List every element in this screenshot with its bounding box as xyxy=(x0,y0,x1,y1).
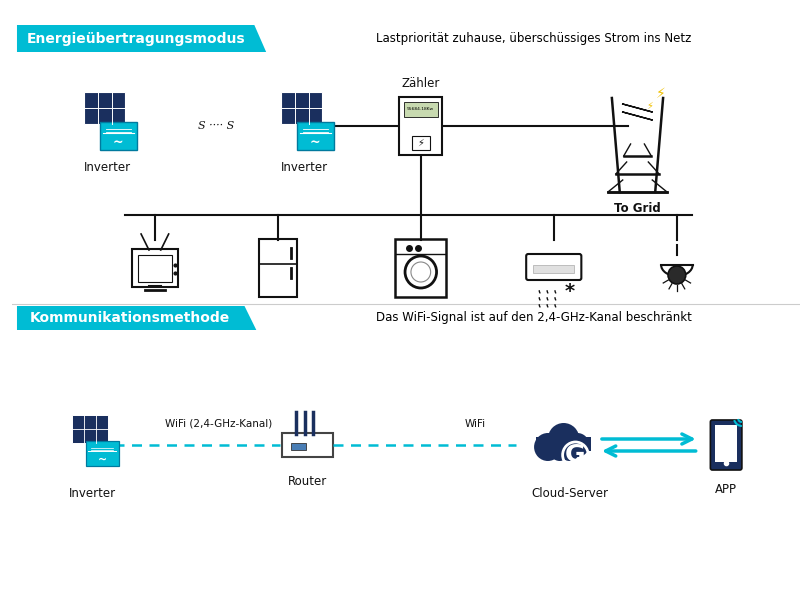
FancyBboxPatch shape xyxy=(132,249,178,287)
Text: ~: ~ xyxy=(98,454,106,464)
Polygon shape xyxy=(17,306,256,330)
Text: ~: ~ xyxy=(113,136,124,149)
Circle shape xyxy=(548,423,579,455)
Polygon shape xyxy=(17,25,266,52)
FancyBboxPatch shape xyxy=(282,433,333,457)
FancyBboxPatch shape xyxy=(395,239,446,297)
Text: Das WiFi-Signal ist auf den 2,4-GHz-Kanal beschränkt: Das WiFi-Signal ist auf den 2,4-GHz-Kana… xyxy=(376,311,692,325)
Text: Energieübertragungsmodus: Energieübertragungsmodus xyxy=(26,31,245,46)
FancyBboxPatch shape xyxy=(100,122,137,150)
FancyBboxPatch shape xyxy=(526,254,582,280)
Text: *: * xyxy=(565,283,574,301)
FancyBboxPatch shape xyxy=(297,122,334,150)
FancyBboxPatch shape xyxy=(84,92,126,124)
Text: ⚡: ⚡ xyxy=(656,87,666,101)
Circle shape xyxy=(668,266,686,284)
Text: ~: ~ xyxy=(310,136,321,149)
Text: G: G xyxy=(565,443,586,467)
Text: Zähler: Zähler xyxy=(402,77,440,90)
Text: Inverter: Inverter xyxy=(84,161,131,174)
Text: Inverter: Inverter xyxy=(281,161,328,174)
Text: Router: Router xyxy=(288,475,327,488)
Circle shape xyxy=(534,433,562,461)
FancyBboxPatch shape xyxy=(72,415,108,443)
FancyBboxPatch shape xyxy=(710,420,742,470)
Circle shape xyxy=(560,441,579,461)
Text: APP: APP xyxy=(715,483,737,496)
Text: 95684.18Kw: 95684.18Kw xyxy=(407,107,434,111)
Text: WiFi: WiFi xyxy=(465,419,486,429)
FancyBboxPatch shape xyxy=(281,92,322,124)
FancyBboxPatch shape xyxy=(536,437,591,451)
Circle shape xyxy=(550,441,570,461)
Text: Cloud-Server: Cloud-Server xyxy=(531,487,608,500)
FancyBboxPatch shape xyxy=(412,136,430,150)
FancyBboxPatch shape xyxy=(138,254,172,281)
FancyBboxPatch shape xyxy=(403,101,438,116)
Text: WiFi (2,4-GHz-Kanal): WiFi (2,4-GHz-Kanal) xyxy=(166,419,273,429)
Text: ⚡: ⚡ xyxy=(646,101,653,111)
Text: Lastpriorität zuhause, überschüssiges Strom ins Netz: Lastpriorität zuhause, überschüssiges St… xyxy=(376,32,692,45)
Text: Kommunikationsmethode: Kommunikationsmethode xyxy=(30,311,230,325)
Text: ⚡: ⚡ xyxy=(418,138,424,148)
FancyBboxPatch shape xyxy=(291,443,306,449)
Text: S ···· S: S ···· S xyxy=(198,121,234,131)
Text: Inverter: Inverter xyxy=(70,487,116,500)
FancyBboxPatch shape xyxy=(259,239,297,297)
FancyBboxPatch shape xyxy=(399,97,442,155)
Circle shape xyxy=(566,433,590,457)
FancyBboxPatch shape xyxy=(715,425,738,461)
Text: To Grid: To Grid xyxy=(614,202,661,215)
FancyBboxPatch shape xyxy=(533,265,574,273)
FancyBboxPatch shape xyxy=(86,442,118,466)
